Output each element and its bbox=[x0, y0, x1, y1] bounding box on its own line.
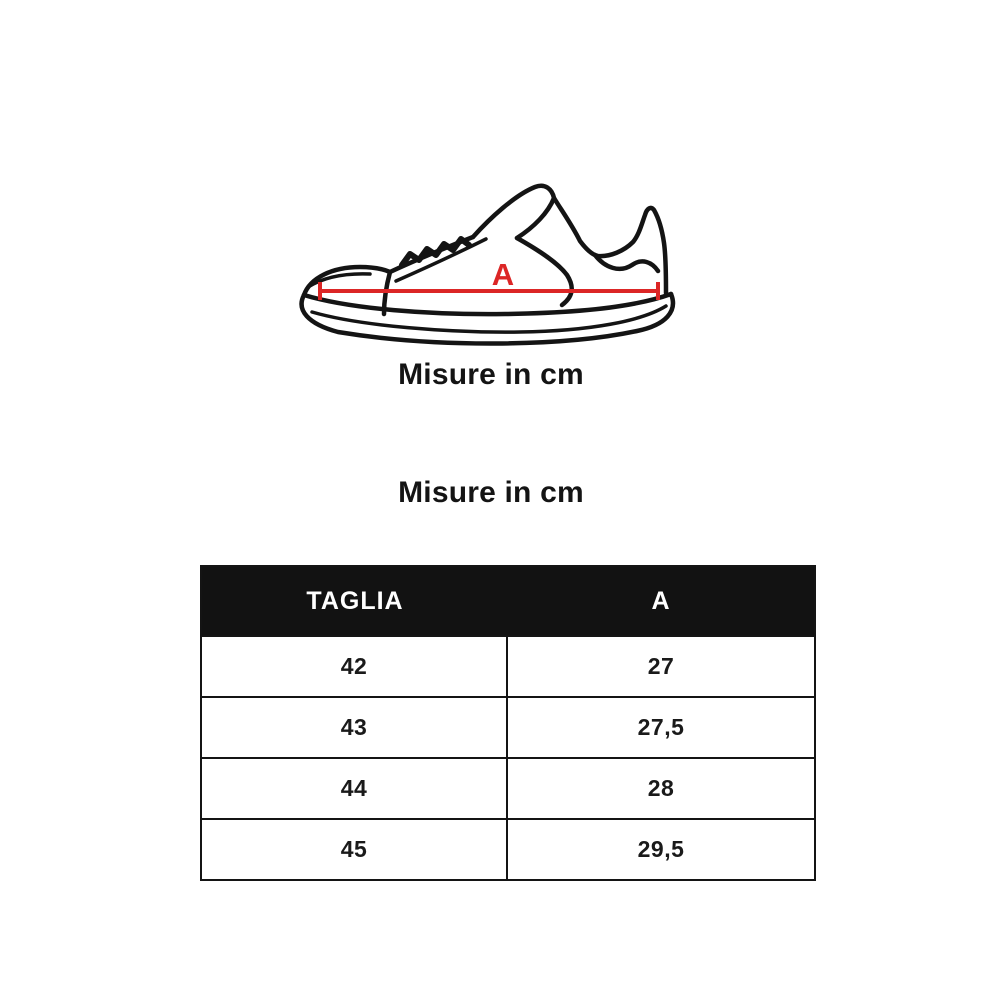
table-row: 44 28 bbox=[202, 757, 814, 818]
size-table: TAGLIA A 42 27 43 27,5 44 28 45 29,5 bbox=[200, 565, 816, 881]
size-cell: 45 bbox=[202, 820, 508, 879]
shoe-outline bbox=[299, 183, 676, 346]
measurement-label: A bbox=[492, 257, 514, 292]
measurement-cell: 28 bbox=[647, 775, 675, 801]
size-cell: 43 bbox=[202, 698, 508, 757]
header-cell-a: A bbox=[651, 586, 671, 615]
shoe-diagram: A bbox=[290, 163, 690, 358]
table-row: 42 27 bbox=[202, 635, 814, 696]
table-row: 45 29,5 bbox=[202, 818, 814, 879]
measurement-cell: 29,5 bbox=[637, 836, 685, 862]
table-title: Misure in cm bbox=[398, 476, 584, 509]
size-table-header: TAGLIA A bbox=[202, 567, 814, 635]
shoe-illustration: A bbox=[299, 183, 676, 346]
measurement-line bbox=[318, 282, 660, 300]
size-cell: 44 bbox=[202, 759, 508, 818]
table-row: 43 27,5 bbox=[202, 696, 814, 757]
header-cell-taglia: TAGLIA bbox=[306, 586, 404, 615]
measurement-cell: 27 bbox=[647, 653, 675, 679]
size-cell: 42 bbox=[202, 637, 508, 696]
measurement-cell: 27,5 bbox=[637, 714, 685, 740]
size-table-body: 42 27 43 27,5 44 28 45 29,5 bbox=[202, 635, 814, 879]
caption-measure-unit: Misure in cm bbox=[398, 358, 584, 391]
